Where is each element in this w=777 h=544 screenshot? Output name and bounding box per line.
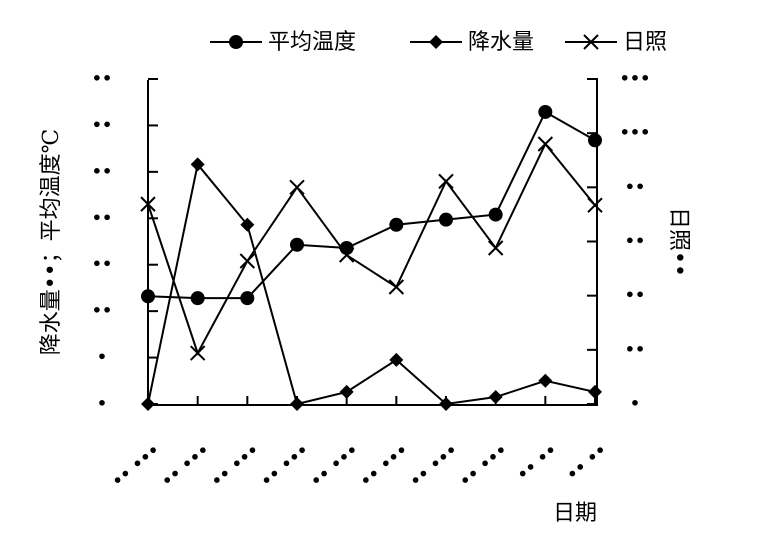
- data-point: [339, 384, 354, 399]
- data-point: [537, 136, 554, 152]
- y-tick-label: ••: [92, 301, 112, 320]
- x-tick-label: •• ••: [513, 440, 561, 484]
- data-point: [239, 253, 256, 269]
- data-point: [488, 207, 503, 222]
- x-tick-label: •• •••: [257, 440, 313, 491]
- y-tick-label: •: [97, 394, 107, 413]
- x-tick-label: •• •••: [207, 440, 263, 491]
- y2-tick-label: ••: [625, 231, 645, 250]
- legend-label: 日照: [623, 30, 667, 55]
- y2-tick-label: •: [630, 394, 640, 413]
- x-tick-label: •• •••: [306, 440, 362, 491]
- y-tick-label: ••: [92, 161, 112, 180]
- y2-tick-label: ••: [625, 285, 645, 304]
- data-point: [439, 397, 453, 411]
- y-tick-label: ••: [92, 69, 112, 88]
- data-point: [190, 157, 205, 172]
- data-point: [290, 237, 304, 252]
- series-line: [147, 110, 596, 300]
- data-point: [140, 196, 156, 212]
- y2-tick-label: ••: [625, 339, 645, 358]
- data-point: [538, 104, 553, 119]
- x-tick-label: •• •••: [455, 440, 511, 491]
- data-point: [488, 390, 503, 405]
- data-point: [289, 179, 305, 196]
- data-point: [240, 217, 255, 232]
- y-tick-label: ••: [92, 208, 112, 227]
- y-tick-label: •: [97, 347, 107, 366]
- x-tick-label: •• •••: [157, 440, 213, 491]
- data-point: [439, 212, 453, 227]
- data-point: [389, 217, 404, 232]
- legend-label: 降水量: [468, 30, 534, 55]
- series-line: [147, 142, 596, 356]
- y2-axis-title: 日照••: [666, 207, 691, 277]
- x-tick-label: •• •••: [108, 440, 164, 491]
- legend-marker: [229, 35, 243, 49]
- data-point: [587, 197, 603, 213]
- x-tick-label: •• •••: [406, 440, 462, 491]
- data-point: [338, 247, 355, 263]
- data-point: [388, 279, 405, 295]
- data-point: [538, 373, 553, 388]
- data-point: [240, 291, 255, 306]
- data-point: [588, 133, 602, 148]
- data-point: [190, 291, 205, 306]
- x-axis-title: 日期: [553, 501, 597, 526]
- y2-tick-label: •••: [620, 69, 651, 88]
- x-tick-label: •• ••: [563, 440, 611, 484]
- y-axis-title: 降水量••；平均温度℃: [39, 129, 64, 356]
- y-tick-label: ••: [92, 254, 112, 273]
- y2-tick-label: ••: [625, 177, 645, 196]
- data-point: [290, 397, 304, 411]
- data-point: [141, 397, 155, 411]
- legend-label: 平均温度: [268, 30, 356, 55]
- y-tick-label: ••: [92, 115, 112, 134]
- data-point: [389, 352, 404, 367]
- data-point: [588, 384, 602, 399]
- data-point: [438, 173, 454, 190]
- data-point: [141, 289, 155, 304]
- data-point: [189, 345, 206, 361]
- legend-marker: [583, 34, 599, 50]
- data-point: [487, 240, 504, 256]
- y2-tick-label: •••: [620, 123, 651, 142]
- legend-marker: [429, 35, 443, 49]
- series-line: [147, 162, 596, 406]
- x-tick-label: •• •••: [356, 440, 412, 491]
